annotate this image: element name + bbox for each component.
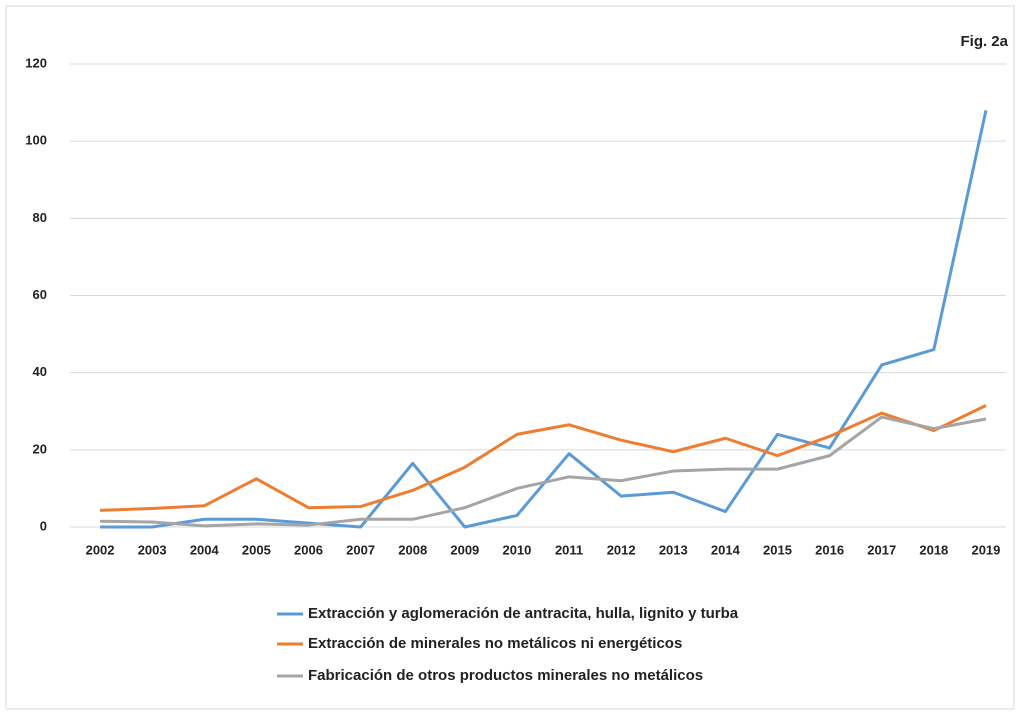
legend-label: Extracción y aglomeración de antracita, … bbox=[308, 605, 739, 622]
x-tick-label: 2007 bbox=[346, 542, 375, 557]
legend-label: Fabricación de otros productos minerales… bbox=[308, 667, 703, 684]
x-tick-label: 2008 bbox=[398, 542, 427, 557]
x-tick-label: 2014 bbox=[711, 542, 741, 557]
y-tick-label: 120 bbox=[25, 55, 47, 70]
x-tick-label: 2019 bbox=[971, 542, 1000, 557]
x-tick-label: 2017 bbox=[867, 542, 896, 557]
x-tick-label: 2002 bbox=[86, 542, 115, 557]
x-tick-label: 2003 bbox=[138, 542, 167, 557]
series-line bbox=[100, 415, 987, 528]
x-tick-label: 2005 bbox=[242, 542, 271, 557]
x-tick-label: 2010 bbox=[502, 542, 531, 557]
x-tick-label: 2006 bbox=[294, 542, 323, 557]
x-tick-label: 2004 bbox=[190, 542, 220, 557]
legend-label: Extracción de minerales no metálicos ni … bbox=[308, 635, 682, 652]
y-tick-label: 0 bbox=[40, 518, 47, 533]
x-tick-label: 2011 bbox=[555, 542, 583, 557]
y-tick-label: 20 bbox=[33, 441, 47, 456]
y-tick-label: 80 bbox=[33, 210, 47, 225]
x-tick-label: 2009 bbox=[450, 542, 479, 557]
y-tick-label: 100 bbox=[25, 133, 47, 148]
series-line bbox=[100, 404, 987, 512]
x-tick-label: 2016 bbox=[815, 542, 844, 557]
x-tick-label: 2018 bbox=[919, 542, 948, 557]
x-tick-label: 2015 bbox=[763, 542, 792, 557]
y-tick-label: 60 bbox=[33, 287, 47, 302]
x-tick-label: 2013 bbox=[659, 542, 688, 557]
annotation: Fig. 2a bbox=[960, 33, 1008, 50]
chart-border bbox=[5, 5, 1015, 710]
x-tick-label: 2012 bbox=[607, 542, 636, 557]
y-tick-label: 40 bbox=[33, 364, 47, 379]
